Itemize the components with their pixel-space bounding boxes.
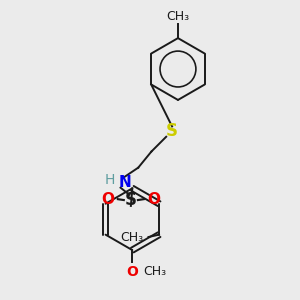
Text: CH₃: CH₃ [167, 10, 190, 23]
Text: H: H [105, 173, 116, 187]
Text: O: O [102, 192, 115, 207]
Text: O: O [147, 192, 160, 207]
Text: S: S [166, 122, 178, 140]
Text: CH₃: CH₃ [143, 266, 167, 278]
Text: O: O [126, 266, 138, 279]
Text: N: N [119, 175, 132, 190]
Text: S: S [125, 191, 137, 209]
Text: CH₃: CH₃ [120, 230, 143, 244]
